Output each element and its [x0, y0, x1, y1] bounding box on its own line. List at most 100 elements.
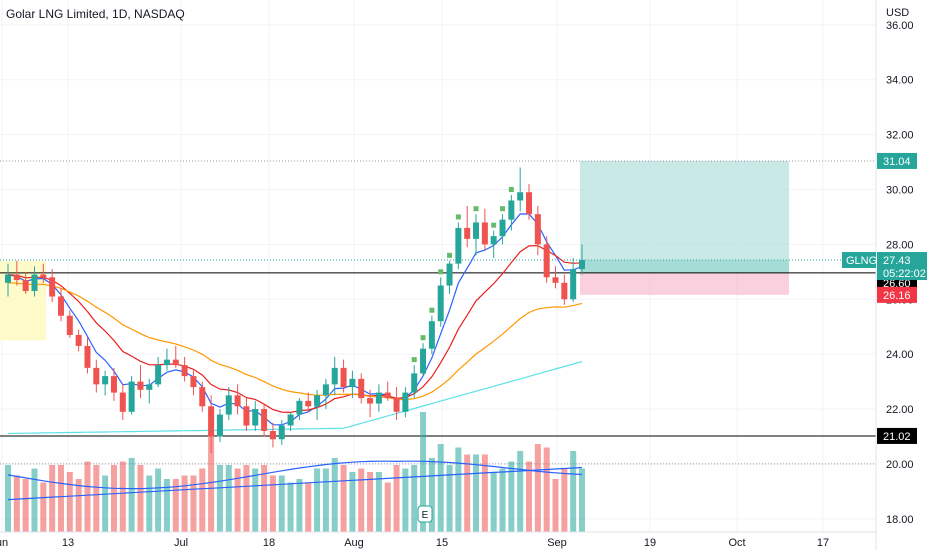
candle — [526, 184, 533, 220]
candle — [561, 274, 568, 305]
candle — [420, 343, 427, 377]
candle-body — [234, 395, 241, 407]
candle — [128, 376, 135, 415]
earnings-badge — [417, 505, 433, 523]
candle-body — [163, 359, 170, 366]
signal-marker — [438, 269, 444, 275]
candle-body — [543, 244, 550, 278]
x-tick-label: 19 — [644, 537, 656, 549]
target-zone — [580, 160, 789, 261]
candle-body — [367, 398, 374, 404]
candle — [579, 244, 585, 275]
volume-bar — [481, 454, 488, 532]
candle-body — [322, 384, 329, 396]
support-price-tag: 21.02 — [883, 431, 911, 443]
sma-long-line — [7, 361, 583, 435]
x-tick-label: Jul — [174, 537, 188, 549]
candle-body — [137, 381, 144, 390]
candle — [358, 373, 365, 404]
candle — [508, 194, 515, 231]
volume-bar — [570, 451, 577, 532]
candle — [84, 337, 91, 374]
candle-body — [570, 269, 577, 300]
volume-bar — [234, 468, 241, 532]
volume-bar — [93, 465, 100, 532]
candle-body — [579, 260, 585, 270]
volume-bar — [499, 468, 506, 532]
volume-bar — [66, 472, 73, 532]
candle-body — [561, 282, 568, 300]
x-tick-label: Sep — [547, 537, 567, 549]
candle-body — [437, 285, 444, 322]
candle-body — [349, 378, 356, 388]
volume-bar — [269, 475, 276, 532]
candle-body — [420, 348, 427, 374]
candle — [517, 167, 524, 212]
candle-body — [110, 376, 117, 393]
price-tags: 31.0426.9626.6026.1621.02GLNG27.4305:22:… — [842, 152, 927, 444]
candle — [163, 348, 170, 371]
candle — [349, 370, 356, 399]
volume-bars — [5, 412, 585, 532]
candle-body — [358, 378, 365, 399]
candle — [146, 378, 153, 404]
candle-body — [84, 345, 91, 368]
x-tick-label: 13 — [62, 537, 74, 549]
ema-fast-line — [7, 213, 583, 426]
candlesticks[interactable] — [5, 167, 585, 453]
volume-bar — [5, 465, 11, 532]
candle — [287, 411, 294, 432]
price-axis[interactable]: 36.0034.0032.0030.0028.0026.0024.0022.00… — [875, 0, 914, 550]
signal-marker — [455, 214, 461, 220]
candle — [252, 400, 259, 432]
volume-bar — [225, 465, 232, 532]
volume-bar — [287, 482, 294, 532]
candle-body — [517, 192, 524, 201]
candle — [5, 263, 11, 297]
stop-price-tag: 26.16 — [883, 290, 911, 302]
signal-marker — [447, 252, 453, 258]
volume-bar — [464, 454, 471, 532]
candle — [110, 367, 117, 401]
candle-body — [534, 214, 541, 245]
candle-body — [93, 367, 100, 385]
candle-body — [314, 395, 321, 407]
volume-bar — [552, 479, 559, 532]
candle-body — [473, 222, 480, 239]
y-tick-label: 22.00 — [886, 404, 914, 416]
candle-body — [287, 414, 294, 426]
candle — [137, 365, 144, 399]
countdown-tag: 05:22:02 — [883, 268, 926, 280]
earnings-label: E — [422, 510, 429, 521]
candle-body — [181, 365, 188, 377]
candle — [31, 266, 38, 297]
candle-body — [393, 398, 400, 412]
x-tick-label: 17 — [817, 537, 829, 549]
volume-bar — [181, 475, 188, 532]
volume-bar — [252, 468, 259, 532]
time-axis[interactable]: un 13 Jul 18 Aug 15 Sep 19 Oct 17 — [0, 531, 876, 549]
y-tick-label: 30.00 — [886, 184, 914, 196]
volume-bar — [146, 475, 153, 532]
x-tick-label: 18 — [263, 537, 275, 549]
volume-bar — [13, 475, 20, 532]
candle — [314, 389, 321, 421]
target-price-tag: 31.04 — [883, 156, 911, 168]
volume-bar — [579, 468, 585, 532]
position-zones — [0, 160, 789, 341]
candle — [543, 236, 550, 283]
volume-bar — [358, 468, 365, 532]
volume-bar — [40, 482, 47, 532]
stop-price-tag-bg — [877, 286, 917, 303]
volume-bar — [199, 468, 206, 532]
volume-bar — [128, 458, 135, 532]
candle-body — [243, 406, 250, 426]
volume-bar — [473, 454, 480, 532]
candle-body — [464, 227, 471, 239]
x-tick-label: Aug — [344, 537, 364, 549]
symbol-tag-bg — [842, 252, 876, 269]
volume-bar — [57, 465, 64, 532]
candle — [473, 214, 480, 256]
candle-body — [40, 274, 47, 278]
